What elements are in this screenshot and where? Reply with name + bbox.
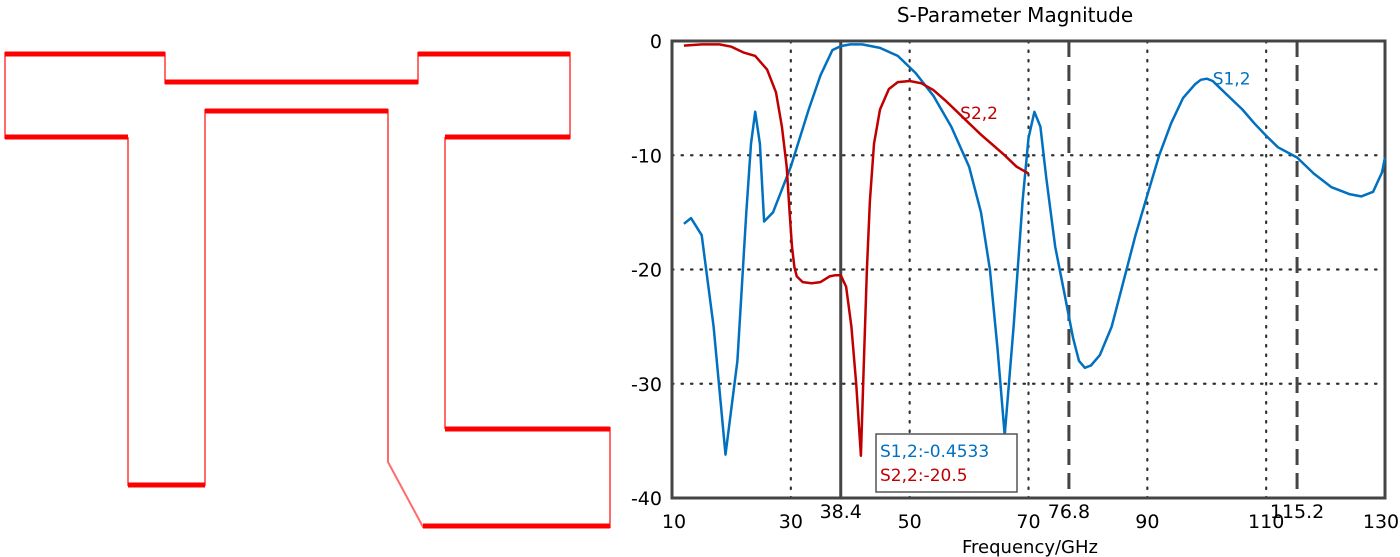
- chart: S-Parameter Magnitude S1,2 S2,2 0 -10 -20 -3…: [631, 3, 1399, 557]
- x-tick-label: 10: [662, 511, 686, 533]
- marker-value-label: 76.8: [1048, 501, 1090, 523]
- marker-value-label: 115.2: [1270, 501, 1324, 523]
- marker-value-label: 38.4: [820, 501, 862, 523]
- layout-outline: [4, 51, 611, 529]
- chart-title: S-Parameter Magnitude: [897, 3, 1133, 27]
- x-tick-label: 130: [1363, 511, 1399, 533]
- plot-area-frame: [670, 39, 1387, 500]
- x-tick-label: 30: [779, 511, 803, 533]
- x-tick-label: 110: [1248, 511, 1284, 533]
- x-axis-label: Frequency/GHz: [962, 537, 1098, 557]
- marker-lines: [839, 41, 1299, 498]
- y-tick-label: -30: [631, 374, 662, 396]
- series-line-S2-2: [683, 43, 1030, 457]
- x-axis-ticks: 10 30 50 70 90 110 130: [662, 511, 1399, 533]
- marker-labels: 38.4 76.8 115.2: [820, 501, 1325, 523]
- series-curves: S1,2 S2,2: [683, 43, 1387, 457]
- chart-grid: [670, 39, 1387, 500]
- readout-box-frame: [875, 433, 1018, 493]
- y-axis-ticks: 0 -10 -20 -30 -40: [631, 31, 662, 510]
- y-tick-label: -10: [631, 145, 662, 167]
- x-tick-label: 50: [898, 511, 922, 533]
- series-label: S1,2: [1213, 70, 1251, 90]
- y-tick-label: -40: [631, 488, 662, 510]
- x-tick-label: 90: [1135, 511, 1159, 533]
- readout-line: S2,2:-20.5: [880, 466, 968, 486]
- readout-line: S1,2:-0.4533: [880, 442, 989, 462]
- x-tick-label: 70: [1016, 511, 1040, 533]
- marker-readout-box: S1,2:-0.4533 S2,2:-20.5: [875, 433, 1018, 493]
- y-tick-label: -20: [631, 260, 662, 282]
- series-line-S1-2: [683, 43, 1387, 456]
- y-tick-label: 0: [650, 31, 662, 53]
- layout-horizontal-edges: [5, 51, 610, 529]
- layout-outline-path: [4, 52, 611, 528]
- series-label: S2,2: [960, 104, 998, 124]
